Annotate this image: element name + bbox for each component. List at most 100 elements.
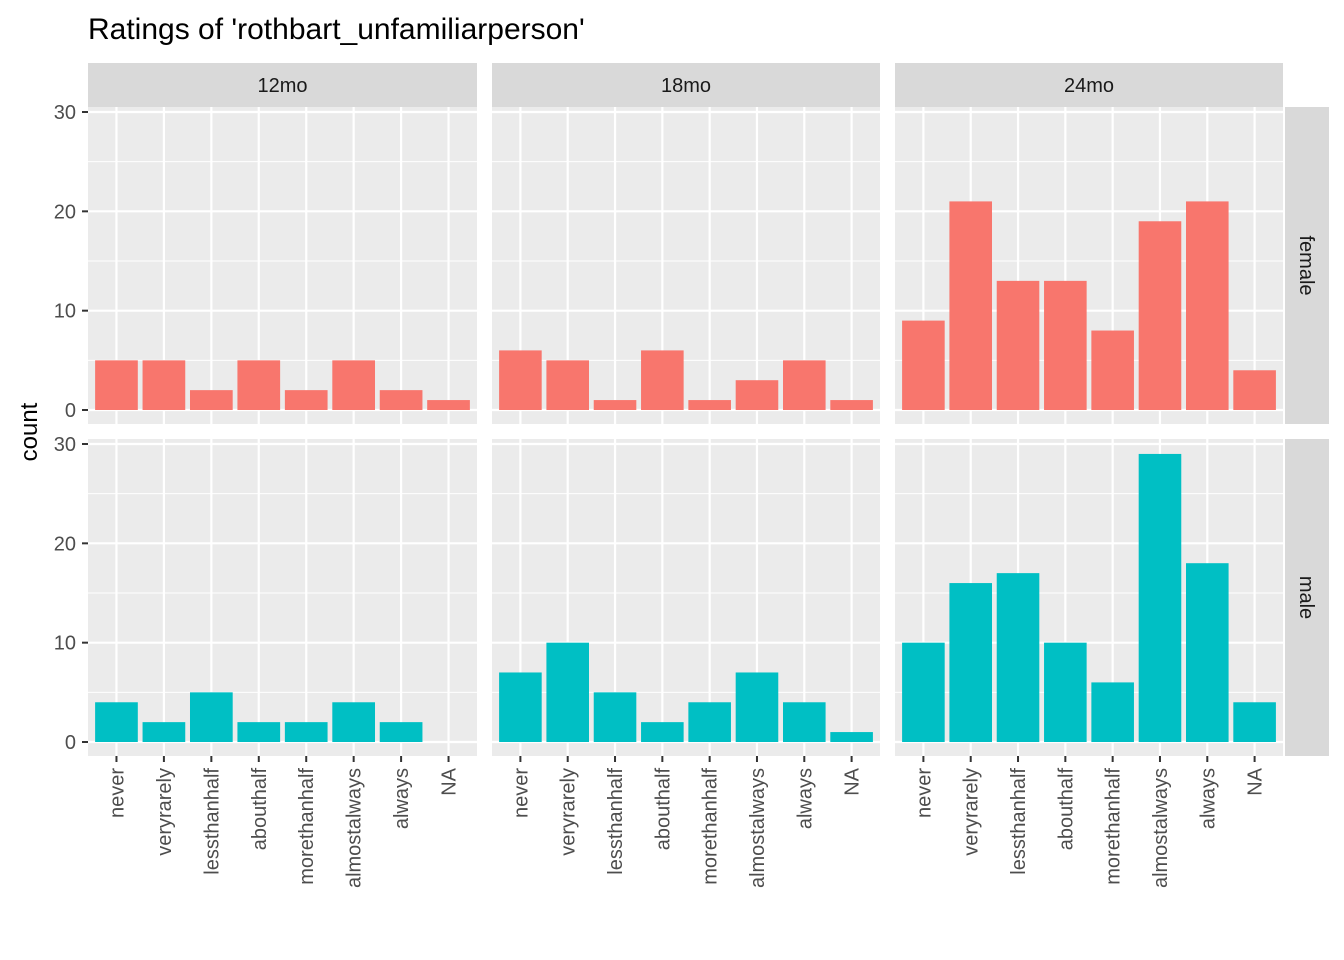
bar-12mo-male-never bbox=[95, 702, 138, 742]
bar-24mo-male-abouthalf bbox=[1044, 642, 1087, 742]
bar-12mo-female-veryrarely bbox=[142, 360, 186, 410]
bar-24mo-male-almostalways bbox=[1138, 453, 1182, 742]
bar-18mo-female-lessthanhalf bbox=[593, 400, 637, 410]
x-tick-label-24mo: veryrarely bbox=[961, 768, 983, 856]
y-tick-label: 0 bbox=[65, 400, 76, 422]
bar-24mo-female-always bbox=[1186, 201, 1229, 410]
bar-24mo-female-abouthalf bbox=[1044, 280, 1087, 410]
x-tick-label-24mo: NA bbox=[1245, 767, 1267, 795]
x-tick-label-24mo: always bbox=[1197, 768, 1219, 829]
bar-24mo-female-lessthanhalf bbox=[996, 280, 1040, 410]
bar-24mo-male-lessthanhalf bbox=[996, 573, 1040, 742]
bar-12mo-male-veryrarely bbox=[142, 722, 186, 742]
strip-male bbox=[1285, 439, 1329, 756]
x-tick-label-18mo: never bbox=[510, 768, 532, 818]
y-tick-label: 30 bbox=[54, 434, 76, 456]
bar-18mo-male-morethanhalf bbox=[688, 702, 731, 742]
y-tick-label: 20 bbox=[54, 201, 76, 223]
bar-12mo-female-NA bbox=[427, 400, 470, 410]
bar-12mo-male-always bbox=[379, 722, 423, 742]
x-tick-label-18mo: almostalways bbox=[747, 768, 769, 888]
y-tick-label: 20 bbox=[54, 533, 76, 555]
bar-18mo-male-NA bbox=[830, 732, 873, 742]
x-tick-label-12mo: always bbox=[391, 768, 413, 829]
facet-panel-18mo-male bbox=[492, 439, 880, 756]
bar-24mo-male-never bbox=[902, 642, 945, 742]
bar-12mo-male-morethanhalf bbox=[284, 722, 328, 742]
bar-24mo-female-morethanhalf bbox=[1091, 330, 1134, 410]
strip-12mo bbox=[88, 63, 477, 107]
bar-18mo-male-abouthalf bbox=[641, 722, 684, 742]
strip-24mo bbox=[895, 63, 1283, 107]
strip-female bbox=[1285, 107, 1329, 424]
facet-panel-24mo-female bbox=[895, 107, 1283, 424]
x-tick-label-24mo: never bbox=[913, 768, 935, 818]
bar-12mo-male-abouthalf bbox=[237, 722, 281, 742]
facet-panel-24mo-male bbox=[895, 439, 1283, 756]
bar-24mo-male-NA bbox=[1233, 702, 1276, 742]
x-tick-label-18mo: abouthalf bbox=[652, 768, 674, 851]
y-axis-label: count bbox=[16, 402, 43, 461]
x-tick-label-18mo: lessthanhalf bbox=[605, 768, 627, 875]
y-tick-label: 10 bbox=[54, 633, 76, 655]
bar-18mo-male-veryrarely bbox=[546, 642, 589, 742]
bar-24mo-male-morethanhalf bbox=[1091, 682, 1134, 742]
x-tick-label-12mo: never bbox=[106, 768, 128, 818]
bar-18mo-male-lessthanhalf bbox=[593, 692, 637, 742]
chart-title: Ratings of 'rothbart_unfamiliarperson' bbox=[88, 13, 585, 46]
x-tick-label-12mo: abouthalf bbox=[249, 768, 271, 851]
bar-24mo-male-veryrarely bbox=[949, 583, 992, 742]
x-tick-label-24mo: morethanhalf bbox=[1103, 768, 1125, 885]
x-tick-label-12mo: NA bbox=[439, 767, 461, 795]
x-tick-label-18mo: morethanhalf bbox=[700, 768, 722, 885]
strip-label-12mo: 12mo bbox=[257, 75, 307, 97]
bar-24mo-male-always bbox=[1186, 563, 1229, 742]
bar-24mo-female-veryrarely bbox=[949, 201, 992, 410]
x-tick-label-12mo: veryrarely bbox=[154, 768, 176, 856]
bar-18mo-female-almostalways bbox=[735, 380, 779, 410]
facet-panel-12mo-male bbox=[88, 439, 477, 756]
bar-18mo-female-NA bbox=[830, 400, 873, 410]
y-tick-label: 0 bbox=[65, 732, 76, 754]
bar-18mo-male-always bbox=[783, 702, 826, 742]
bar-18mo-female-abouthalf bbox=[641, 350, 684, 410]
x-tick-label-18mo: NA bbox=[842, 767, 864, 795]
facet-panels: 12mo 18mo 24mo female male 0 10 20 30 0 10 20 30 neve… bbox=[54, 63, 1329, 888]
y-tick-label: 10 bbox=[54, 301, 76, 323]
bar-18mo-male-never bbox=[499, 672, 542, 742]
panel-background bbox=[88, 439, 477, 756]
bar-12mo-male-almostalways bbox=[332, 702, 376, 742]
bar-18mo-female-morethanhalf bbox=[688, 400, 731, 410]
bar-12mo-male-lessthanhalf bbox=[189, 692, 233, 742]
bar-18mo-male-almostalways bbox=[735, 672, 779, 742]
y-tick-label: 30 bbox=[54, 102, 76, 124]
facet-panel-18mo-female bbox=[492, 107, 880, 424]
x-tick-label-24mo: abouthalf bbox=[1055, 768, 1077, 851]
bar-12mo-female-morethanhalf bbox=[284, 390, 328, 410]
x-tick-label-12mo: almostalways bbox=[344, 768, 366, 888]
bar-18mo-female-never bbox=[499, 350, 542, 410]
strip-label-male: male bbox=[1295, 576, 1317, 619]
facet-panel-12mo-female bbox=[88, 107, 477, 424]
bar-24mo-female-never bbox=[902, 320, 945, 410]
bar-12mo-female-always bbox=[379, 390, 423, 410]
bar-24mo-female-NA bbox=[1233, 370, 1276, 410]
x-tick-label-18mo: veryrarely bbox=[558, 768, 580, 856]
strip-18mo bbox=[492, 63, 880, 107]
strip-label-24mo: 24mo bbox=[1064, 75, 1114, 97]
x-tick-label-12mo: lessthanhalf bbox=[201, 768, 223, 875]
bar-18mo-female-always bbox=[783, 360, 826, 410]
bar-18mo-female-veryrarely bbox=[546, 360, 589, 410]
x-tick-label-24mo: almostalways bbox=[1150, 768, 1172, 888]
x-tick-label-18mo: always bbox=[794, 768, 816, 829]
bar-12mo-female-abouthalf bbox=[237, 360, 281, 410]
x-tick-label-12mo: morethanhalf bbox=[296, 768, 318, 885]
bar-12mo-female-lessthanhalf bbox=[189, 390, 233, 410]
bar-12mo-female-never bbox=[95, 360, 138, 410]
x-tick-label-24mo: lessthanhalf bbox=[1008, 768, 1030, 875]
strip-label-18mo: 18mo bbox=[661, 75, 711, 97]
strip-label-female: female bbox=[1295, 235, 1317, 295]
bar-24mo-female-almostalways bbox=[1138, 221, 1182, 410]
bar-12mo-female-almostalways bbox=[332, 360, 376, 410]
